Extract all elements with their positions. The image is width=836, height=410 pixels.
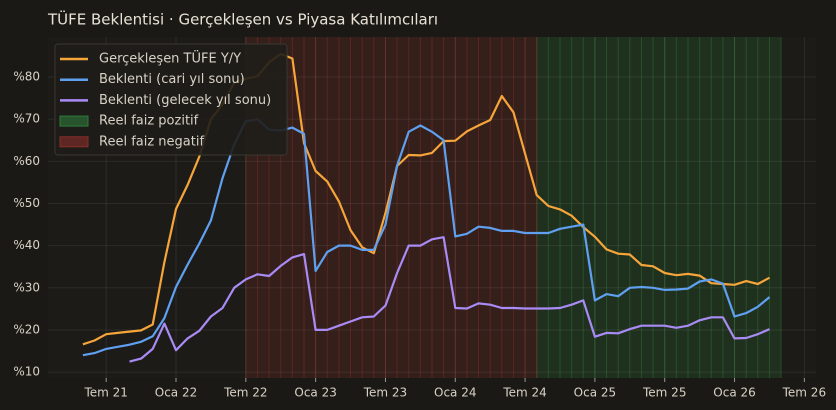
y-tick-label: %20 bbox=[13, 322, 40, 336]
y-tick-label: %30 bbox=[13, 280, 40, 294]
x-tick-label: Tem 25 bbox=[642, 386, 686, 400]
x-tick-label: Tem 23 bbox=[363, 386, 407, 400]
x-tick-label: Tem 24 bbox=[502, 386, 546, 400]
legend: Gerçekleşen TÜFE Y/Y Beklenti (cari yıl s… bbox=[54, 43, 288, 156]
y-tick-label: %80 bbox=[13, 70, 40, 84]
x-tick-label: Oca 23 bbox=[294, 386, 336, 400]
legend-box bbox=[54, 43, 288, 156]
legend-label: Beklenti (gelecek yıl sonu) bbox=[99, 93, 271, 108]
x-tick-label: Oca 26 bbox=[713, 386, 755, 400]
y-tick-label: %10 bbox=[13, 365, 40, 379]
region bbox=[536, 37, 782, 378]
x-tick-label: Tem 22 bbox=[223, 386, 267, 400]
x-tick-label: Tem 21 bbox=[83, 386, 127, 400]
y-tick-label: %50 bbox=[13, 196, 40, 210]
y-tick-label: %40 bbox=[13, 238, 40, 252]
legend-label: Gerçekleşen TÜFE Y/Y bbox=[99, 50, 241, 67]
legend-label: Reel faiz negatif bbox=[99, 134, 204, 149]
y-tick-label: %70 bbox=[13, 112, 40, 126]
x-tick-label: Oca 25 bbox=[574, 386, 616, 400]
x-tick-label: Tem 26 bbox=[782, 386, 826, 400]
series-line bbox=[82, 52, 771, 346]
y-tick-label: %60 bbox=[13, 154, 40, 168]
chart-title: TÜFE Beklentisi · Gerçekleşen vs Piyasa … bbox=[47, 10, 438, 29]
series-line bbox=[129, 236, 770, 363]
legend-swatch bbox=[59, 115, 89, 127]
legend-label: Reel faiz pozitif bbox=[99, 114, 199, 129]
x-tick-label: Oca 24 bbox=[434, 386, 476, 400]
legend-label: Beklenti (cari yıl sonu) bbox=[99, 72, 245, 87]
series-line bbox=[82, 118, 771, 357]
legend-swatch bbox=[59, 136, 89, 148]
x-tick-label: Oca 22 bbox=[155, 386, 197, 400]
region bbox=[245, 37, 537, 378]
